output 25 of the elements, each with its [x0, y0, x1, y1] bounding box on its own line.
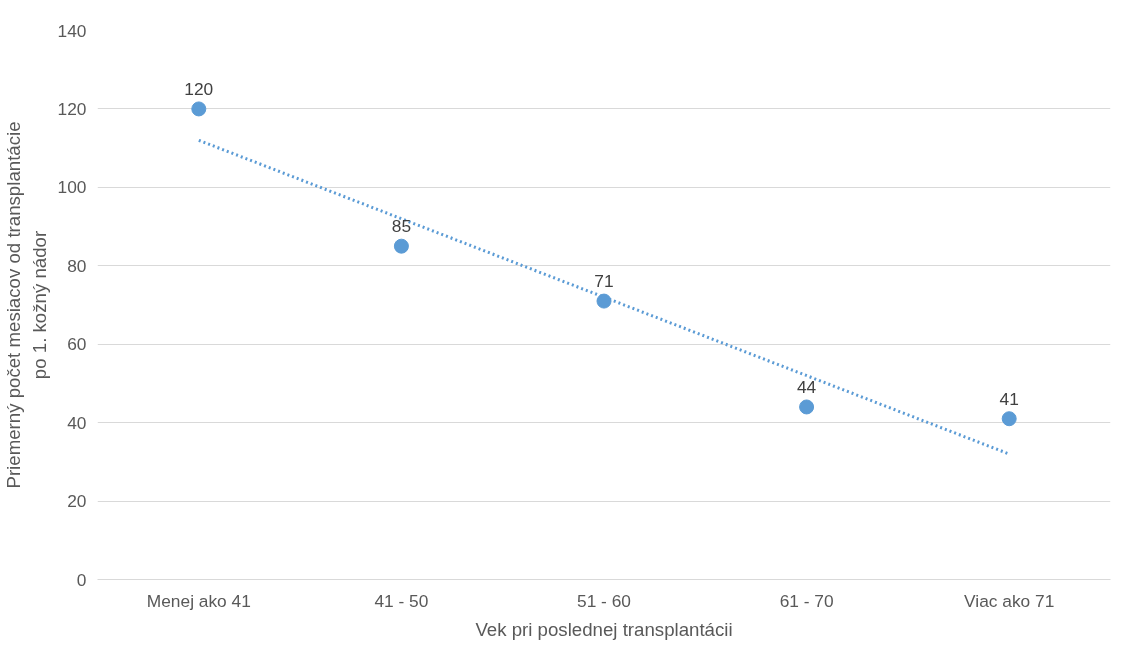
y-axis-title: Priemerný počet mesiacov od transplantácie po 1. kožný nádor — [3, 121, 50, 489]
point — [1001, 411, 1017, 427]
data-label: 41 — [999, 388, 1019, 409]
point — [393, 238, 409, 254]
data-label: 85 — [391, 216, 412, 237]
x-tick-label: 61 - 70 — [779, 590, 834, 611]
y-tick-label: 20 — [67, 491, 87, 512]
data-label: 44 — [796, 376, 817, 397]
data-label: 120 — [184, 78, 214, 99]
y-tick-label: 140 — [57, 20, 87, 41]
point — [191, 101, 207, 117]
x-tick-label: Menej ako 41 — [146, 590, 251, 611]
data-label: 71 — [594, 271, 614, 292]
y-tick-label: 100 — [57, 177, 87, 198]
x-tick-label: Viac ako 71 — [964, 590, 1055, 611]
y-tick-label: 0 — [76, 569, 87, 590]
point — [596, 293, 612, 309]
x-tick-label: 41 - 50 — [374, 590, 429, 611]
y-tick-label: 40 — [67, 412, 87, 433]
point — [799, 399, 815, 415]
y-tick-label: 80 — [67, 255, 87, 276]
y-tick-label: 60 — [67, 334, 87, 355]
y-tick-label: 120 — [57, 98, 87, 119]
x-axis-title: Vek pri poslednej transplantácii — [475, 618, 733, 640]
x-tick-label: 51 - 60 — [577, 590, 631, 611]
